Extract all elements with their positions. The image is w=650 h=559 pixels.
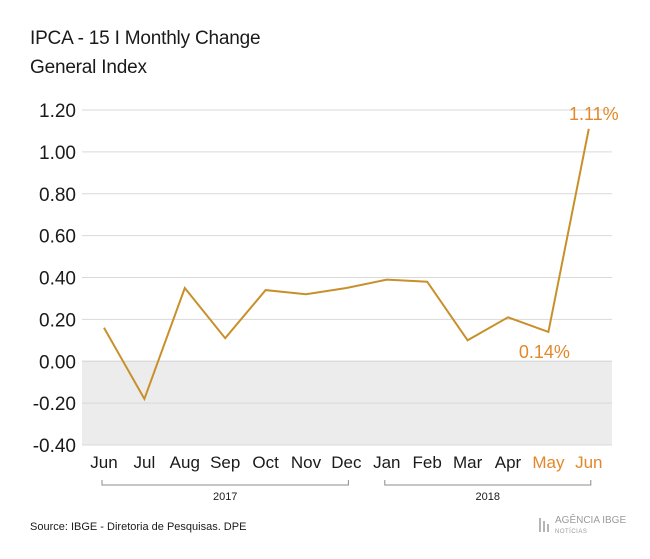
x-tick-label: Oct: [252, 453, 279, 472]
agency-logo: AGÊNCIA IBGE NOTÍCIAS: [538, 516, 626, 537]
y-tick-label: 0.80: [39, 185, 76, 206]
x-tick-label: Apr: [495, 453, 522, 472]
y-tick-label: -0.40: [33, 436, 76, 457]
x-tick-label: Feb: [413, 453, 442, 472]
chart-subtitle: General Index: [30, 57, 147, 78]
x-tick-label: Jun: [90, 453, 117, 472]
line-chart: 1.20 1.00 0.80 0.60 0.40 0.20 0.00 -0.20 -0.40 Ju…: [33, 101, 619, 503]
y-tick-label: -0.20: [33, 394, 76, 415]
year-bracket: [101, 480, 349, 486]
data-label: 1.11%: [569, 104, 619, 124]
y-tick-label: 0.00: [39, 352, 76, 373]
ibge-logo-icon: [539, 518, 549, 532]
y-tick-label: 0.20: [39, 310, 76, 331]
x-tick-label: Jun: [575, 453, 602, 472]
series-line: [103, 128, 590, 402]
y-tick-label: 0.60: [39, 227, 76, 248]
chart-title: IPCA - 15 I Monthly Change: [30, 28, 261, 49]
y-tick-label: 0.40: [39, 269, 76, 290]
year-bracket: [384, 480, 592, 486]
x-tick-label: Jul: [134, 453, 156, 472]
year-label: 2018: [476, 491, 500, 503]
y-tick-label: 1.20: [39, 101, 76, 122]
x-tick-label: Dec: [331, 453, 362, 472]
x-tick-label: Mar: [453, 453, 483, 472]
x-tick-label: Nov: [291, 453, 322, 472]
source-note: Source: IBGE - Diretoria de Pesquisas. D…: [30, 521, 247, 533]
year-label: 2017: [213, 491, 237, 503]
x-tick-label: May: [532, 453, 565, 472]
logo-main-text: AGÊNCIA IBGE: [555, 515, 627, 526]
logo-sub-text: NOTÍCIAS: [555, 529, 588, 535]
data-label: 0.14%: [519, 342, 570, 362]
x-tick-label: Aug: [170, 453, 200, 472]
x-tick-label: Sep: [210, 453, 240, 472]
y-tick-label: 1.00: [39, 143, 76, 164]
x-tick-label: Jan: [373, 453, 400, 472]
